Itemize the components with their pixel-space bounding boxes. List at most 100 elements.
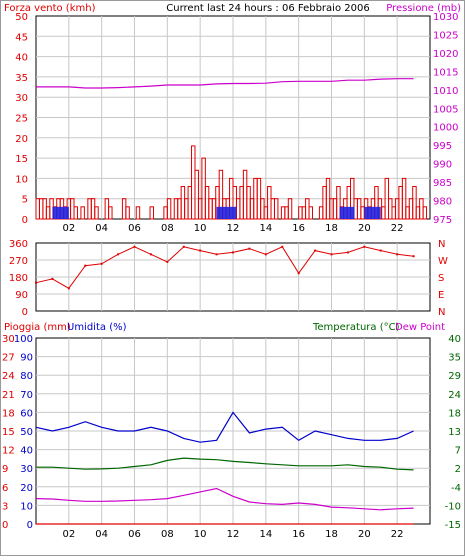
direction-point [297, 272, 300, 275]
wind-avg-block [339, 206, 355, 219]
humidity-temperature-panel: 0102030405060708090100036912151821242730… [2, 334, 461, 540]
direction-line [35, 246, 414, 289]
umidita-line [35, 411, 414, 443]
pressure-title: Pressione (mb) [386, 3, 461, 14]
dir-y-tick: 0 [22, 307, 28, 318]
direction-point [330, 253, 333, 256]
dir-cardinal-label: E [438, 290, 444, 301]
temperature-y-tick: 40 [448, 334, 461, 345]
pressure-y-tick: 1000 [433, 123, 458, 134]
wind-x-tick: 10 [194, 223, 207, 234]
pressure-line [36, 78, 414, 89]
rain-y-tick: 0 [2, 520, 8, 531]
wind-bar [80, 206, 85, 220]
humidity-y-tick: 0 [27, 520, 33, 531]
dir-cardinal-label: W [438, 256, 448, 267]
wind-y-tick: 20 [15, 134, 28, 145]
direction-point [314, 249, 317, 252]
chart-header-title: Current last 24 hours : 06 Febbraio 2006 [166, 3, 369, 14]
wind-x-tick: 14 [259, 223, 272, 234]
dewpoint-title: Dew Point [395, 322, 445, 333]
wind-y-tick: 30 [15, 93, 28, 104]
direction-point [232, 251, 234, 254]
wind-bar [287, 198, 293, 220]
pressure-y-tick: 1020 [433, 49, 458, 60]
rain-y-tick: 18 [2, 408, 15, 419]
wind-x-tick: 18 [325, 223, 338, 234]
wind-x-tick: 02 [62, 223, 75, 234]
bottom-x-tick: 06 [128, 529, 141, 540]
pressure-y-tick: 995 [433, 141, 452, 152]
direction-point [199, 249, 202, 252]
rain-y-tick: 12 [2, 446, 15, 457]
wind-bar [149, 206, 155, 220]
direction-point [248, 247, 251, 250]
pressure-y-tick: 1005 [433, 104, 458, 115]
wind-y-tick: 10 [15, 174, 28, 185]
bottom-x-tick: 20 [358, 529, 371, 540]
pressure-y-tick: 985 [433, 178, 452, 189]
direction-point [281, 245, 284, 248]
pressure-y-tick: 975 [433, 215, 452, 226]
bottom-x-tick: 18 [325, 529, 338, 540]
direction-point [215, 253, 218, 256]
wind-y-tick: 35 [15, 73, 28, 84]
wind-avg-block [216, 206, 237, 219]
direction-point [379, 249, 382, 252]
wind-y-tick: 40 [15, 53, 28, 64]
wind-x-tick: 06 [128, 223, 141, 234]
rain-y-tick: 6 [2, 483, 8, 494]
humidity-y-tick: 50 [20, 427, 33, 438]
bottom-x-tick: 14 [259, 529, 272, 540]
wind-y-tick: 50 [15, 12, 28, 23]
wind-bar [273, 198, 279, 220]
direction-point [84, 264, 87, 267]
wind-bar [308, 206, 313, 220]
wind-y-tick: 25 [15, 114, 28, 125]
wind-bar [73, 206, 78, 220]
wind-bar [412, 186, 417, 220]
rain-y-tick: 9 [2, 464, 8, 475]
wind-avg-block [364, 206, 381, 219]
rain-y-tick: 27 [2, 353, 15, 364]
dir-cardinal-label: S [438, 273, 444, 284]
wind-x-tick: 12 [227, 223, 240, 234]
wind-bar [108, 206, 113, 220]
rain-title: Pioggia (mm) [4, 322, 71, 333]
temperature-y-tick: 7 [455, 446, 461, 457]
direction-point [133, 245, 136, 248]
humidity-y-tick: 10 [20, 501, 33, 512]
wind-x-tick: 04 [95, 223, 108, 234]
wind-avg-block [52, 206, 69, 219]
direction-point [35, 281, 37, 284]
direction-point [100, 262, 103, 265]
humidity-y-tick: 40 [20, 446, 33, 457]
bottom-x-tick: 04 [95, 529, 108, 540]
bottom-x-tick: 22 [391, 529, 404, 540]
direction-point [346, 251, 349, 254]
wind-title: Forza vento (kmh) [4, 3, 96, 14]
wind-x-tick: 22 [391, 223, 404, 234]
temperature-y-tick: -4 [451, 483, 461, 494]
bottom-x-tick: 12 [227, 529, 240, 540]
dir-cardinal-label: N [438, 307, 445, 318]
wind-bar [94, 206, 99, 220]
temperature-y-tick: 18 [448, 408, 461, 419]
humidity-y-tick: 30 [20, 464, 33, 475]
dew-point-line [35, 487, 414, 511]
dir-y-tick: 90 [15, 290, 28, 301]
wind-bar [422, 206, 428, 220]
direction-point [264, 253, 267, 256]
direction-point [396, 253, 399, 256]
bottom-x-tick: 10 [194, 529, 207, 540]
pressure-y-tick: 1030 [433, 12, 458, 23]
dir-y-tick: 270 [9, 256, 28, 267]
wind-bar [336, 186, 341, 220]
dir-y-tick: 180 [9, 273, 28, 284]
humidity-y-tick: 80 [20, 371, 33, 382]
direction-point [67, 287, 70, 290]
wind-bar [194, 169, 199, 220]
dir-y-tick: 360 [9, 239, 28, 250]
wind-y-tick: 45 [15, 32, 28, 43]
